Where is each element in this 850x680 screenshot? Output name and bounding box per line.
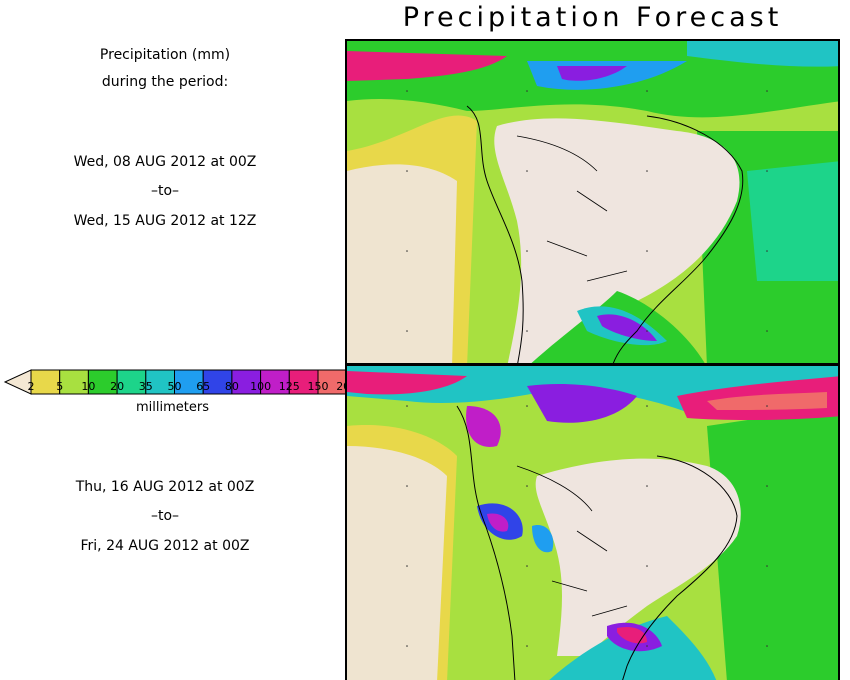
- map-panel-period2: [345, 364, 840, 680]
- period2-start: Thu, 16 AUG 2012 at 00Z: [75, 479, 255, 495]
- precipitation-map-period2: [347, 366, 838, 680]
- legend-tick-label: 65: [196, 380, 211, 393]
- legend-tick-label: 35: [138, 380, 153, 393]
- period2-end: Fri, 24 AUG 2012 at 00Z: [80, 538, 250, 554]
- legend-tick-label: 5: [56, 380, 64, 393]
- legend-tick-label: 10: [81, 380, 96, 393]
- legend-color-box: [317, 369, 345, 395]
- legend-color-box: [288, 369, 319, 395]
- legend-units-label: millimeters: [136, 400, 209, 415]
- legend-tick-label: 80: [224, 380, 239, 393]
- legend-color-box: [87, 369, 118, 395]
- legend-color-box: [202, 369, 233, 395]
- precip-units-heading: Precipitation (mm): [99, 47, 231, 63]
- legend-tick-label: 2: [27, 380, 35, 393]
- period-heading: during the period:: [101, 74, 229, 90]
- legend-tick-label: 100: [250, 380, 272, 393]
- legend-tick-label: 125: [278, 380, 300, 393]
- period1-end: Wed, 15 AUG 2012 at 12Z: [73, 213, 257, 229]
- legend-tick-label: 20: [110, 380, 125, 393]
- legend-tick-label: 150: [307, 380, 329, 393]
- period1-separator: –to–: [150, 183, 180, 199]
- period1-start: Wed, 08 AUG 2012 at 00Z: [73, 154, 257, 170]
- legend-tick-label: 50: [167, 380, 182, 393]
- legend-color-box: [231, 369, 262, 395]
- legend-color-box: [174, 369, 204, 395]
- map-panel-period1: [345, 39, 840, 365]
- legend-color-box: [260, 369, 290, 395]
- chart-title: Precipitation Forecast: [402, 2, 783, 33]
- legend-color-box: [116, 369, 147, 395]
- color-scale-legend: [3, 369, 345, 395]
- precipitation-map-period1: [347, 41, 838, 363]
- period2-separator: –to–: [150, 508, 180, 524]
